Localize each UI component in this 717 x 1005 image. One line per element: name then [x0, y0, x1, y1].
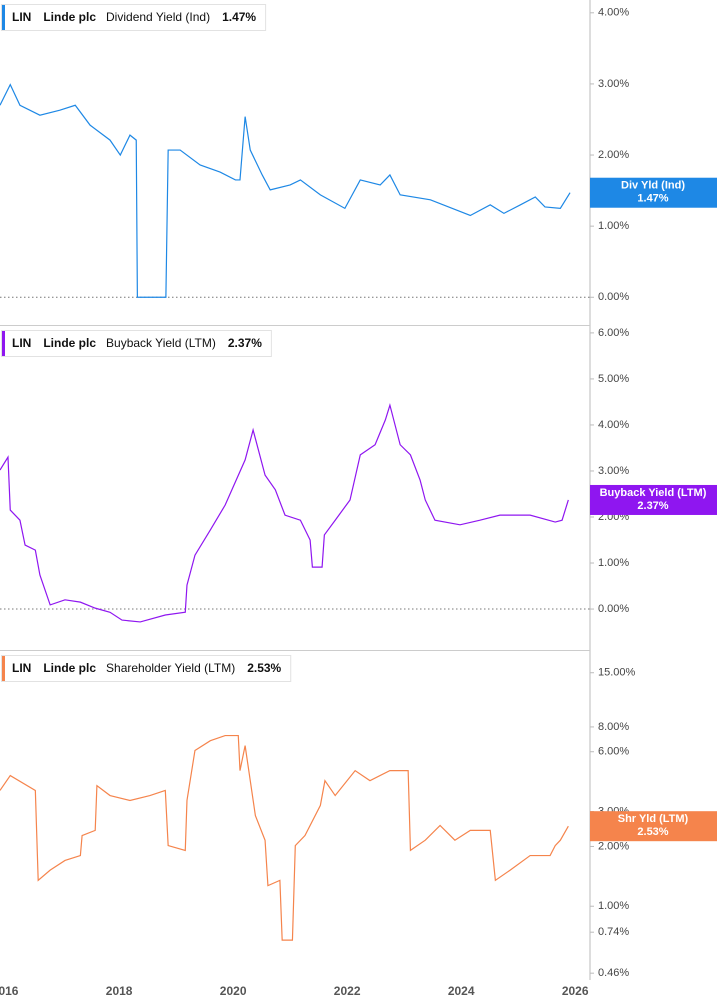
y-tick-label: 6.00% — [598, 327, 629, 339]
legend-company: Linde plc — [43, 10, 96, 24]
legend-swatch — [2, 331, 5, 356]
legend-ticker: LIN — [12, 336, 31, 350]
y-tick-label: 4.00% — [598, 7, 629, 19]
callout-value: 2.37% — [637, 500, 668, 512]
legend-box — [1, 4, 267, 31]
legend-value-label: 2.37% — [228, 336, 262, 350]
x-tick-label: 2022 — [334, 984, 361, 998]
legend-value-label: 2.53% — [247, 661, 281, 675]
legend-swatch — [2, 5, 5, 30]
y-tick-label: 1.00% — [598, 900, 629, 912]
legend: LIN Linde plc Buyback Yield (LTM) 2.37% — [1, 330, 272, 357]
y-tick-label: 8.00% — [598, 721, 629, 733]
callout-label: Shr Yld (LTM) — [618, 813, 689, 825]
y-tick-label: 2.00% — [598, 840, 629, 852]
value-callout: Buyback Yield (LTM)2.37% — [590, 484, 717, 515]
legend-ticker: LIN — [12, 661, 31, 675]
series-line — [0, 83, 571, 298]
legend: LIN Linde plc Dividend Yield (Ind) 1.47% — [1, 4, 267, 31]
legend-box — [1, 655, 292, 682]
callout-box — [590, 177, 717, 208]
y-tick-label: 2.00% — [598, 149, 629, 161]
callout-value: 2.53% — [637, 826, 668, 838]
legend-company: Linde plc — [43, 336, 96, 350]
y-tick-label: 0.00% — [598, 291, 629, 303]
legend-metric: Shareholder Yield (LTM) — [106, 661, 235, 675]
y-tick-label: 1.00% — [598, 220, 629, 232]
callout-label: Buyback Yield (LTM) — [600, 487, 707, 499]
y-tick-label: 15.00% — [598, 667, 636, 679]
value-callout: Div Yld (Ind)1.47% — [590, 177, 717, 208]
x-tick-label: 2026 — [562, 984, 589, 998]
legend-value-label: 1.47% — [222, 10, 256, 24]
y-tick-label: 1.00% — [598, 557, 629, 569]
y-tick-label: 0.46% — [598, 967, 629, 979]
y-tick-label: 0.74% — [598, 926, 629, 938]
series-line — [0, 734, 569, 941]
y-tick-label: 3.00% — [598, 465, 629, 477]
callout-label: Div Yld (Ind) — [621, 180, 685, 192]
legend-ticker: LIN — [12, 10, 31, 24]
x-tick-label: 2018 — [106, 984, 133, 998]
legend-swatch — [2, 656, 5, 681]
y-tick-label: 6.00% — [598, 746, 629, 758]
callout-box — [590, 811, 717, 842]
y-tick-label: 3.00% — [598, 78, 629, 90]
legend: LIN Linde plc Shareholder Yield (LTM) 2.53% — [1, 655, 292, 682]
legend-company: Linde plc — [43, 661, 96, 675]
legend-metric: Buyback Yield (LTM) — [106, 336, 216, 350]
value-callout: Shr Yld (LTM)2.53% — [590, 811, 717, 842]
y-tick-label: 4.00% — [598, 419, 629, 431]
legend-metric: Dividend Yield (Ind) — [106, 10, 210, 24]
y-tick-label: 5.00% — [598, 373, 629, 385]
y-tick-label: 0.00% — [598, 603, 629, 615]
series-line — [0, 402, 569, 623]
x-tick-label: 2016 — [0, 984, 19, 998]
callout-box — [590, 484, 717, 515]
legend-box — [1, 330, 272, 357]
x-tick-label: 2020 — [220, 984, 247, 998]
callout-value: 1.47% — [637, 193, 668, 205]
x-tick-label: 2024 — [448, 984, 475, 998]
